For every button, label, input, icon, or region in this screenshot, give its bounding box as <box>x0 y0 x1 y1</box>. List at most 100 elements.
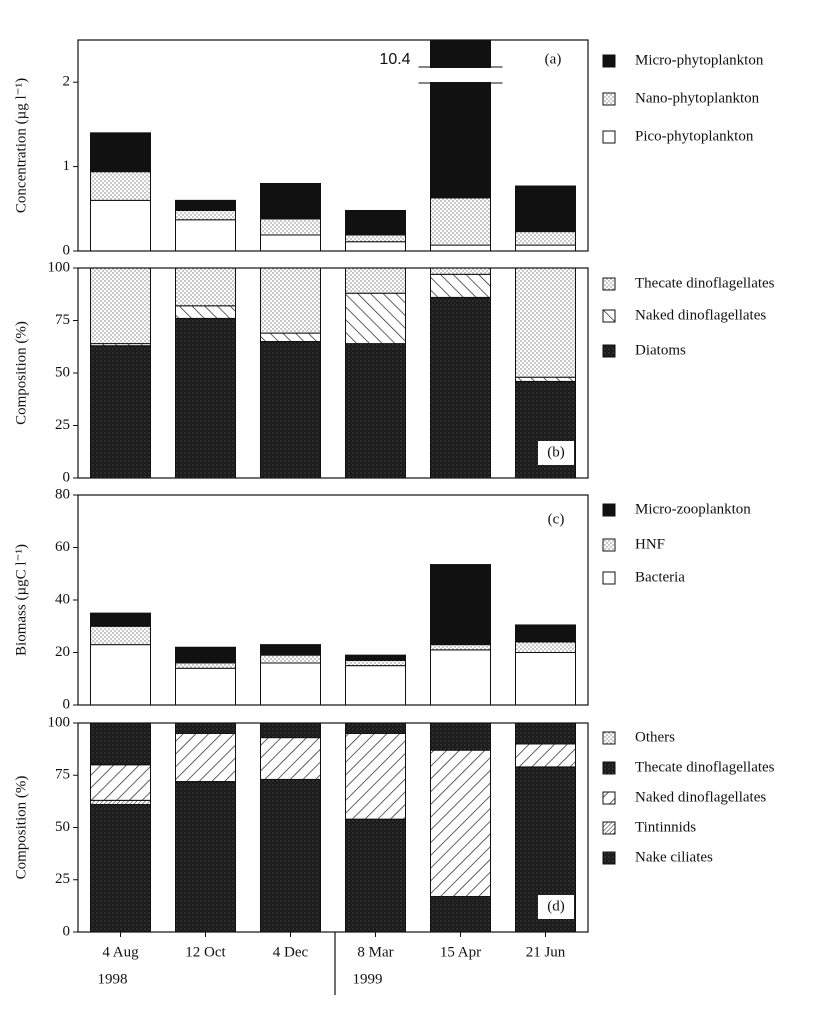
bar-segment <box>90 132 151 173</box>
legend-swatch <box>602 821 616 835</box>
bars <box>90 564 576 705</box>
y-tick-label: 25 <box>55 417 70 433</box>
bar-segment <box>90 268 151 345</box>
bar-segment <box>345 241 406 251</box>
legend-label: Naked dinoflagellates <box>635 789 766 805</box>
bar-segment <box>175 305 236 319</box>
bar-segment <box>515 624 576 643</box>
bar-segment <box>90 171 151 201</box>
bar-segment <box>430 244 491 251</box>
legend-swatch <box>602 538 616 552</box>
plot-frame <box>77 494 589 706</box>
bar-segment <box>345 723 406 734</box>
legend-label: Diatoms <box>635 342 686 358</box>
bar-segment <box>515 376 576 382</box>
x-tick-label: 15 Apr <box>440 944 481 960</box>
legend-label: Bacteria <box>635 569 685 585</box>
legend-label: Tintinnids <box>635 819 696 835</box>
legend-swatch <box>602 503 616 517</box>
legend-swatch <box>602 851 616 865</box>
bar-segment <box>515 641 576 653</box>
x-tick-label: 8 Mar <box>357 944 393 960</box>
legend-label: Others <box>635 729 675 745</box>
x-tick-label: 4 Aug <box>102 944 139 960</box>
y-tick-label: 40 <box>55 591 70 607</box>
year-label: 1999 <box>353 971 383 987</box>
y-axis-label: Composition (%) <box>13 321 29 425</box>
panel-label: (c) <box>548 511 565 527</box>
bar-segment <box>430 644 491 651</box>
bar-segment <box>345 654 406 661</box>
bar-segment <box>430 564 491 646</box>
legend-swatch <box>602 571 616 585</box>
y-tick-label: 1 <box>63 158 71 174</box>
bar-segment <box>430 268 491 275</box>
bar-segment <box>260 268 321 334</box>
y-tick-label: 75 <box>55 312 70 328</box>
annotation: 10.4 <box>379 51 410 68</box>
bar-segment <box>345 292 406 345</box>
bar-segment <box>260 234 321 251</box>
legend-label: Pico-phytoplankton <box>635 128 754 144</box>
x-tick-label: 21 Jun <box>526 944 566 960</box>
bar-segment <box>260 332 321 343</box>
bar-segment <box>430 895 491 932</box>
bar-segment <box>345 268 406 294</box>
panel-label-box <box>538 441 574 465</box>
bar-segment <box>90 644 151 705</box>
legend-label: Thecate dinoflagellates <box>635 759 775 775</box>
bar-segment <box>175 317 236 478</box>
bar-segment <box>90 625 151 646</box>
bar-segment <box>345 209 406 236</box>
y-tick-label: 0 <box>63 923 71 939</box>
bar-segment <box>515 723 576 745</box>
bar-segment <box>175 219 236 251</box>
y-tick-label: 60 <box>55 539 70 555</box>
bar-segment <box>175 732 236 783</box>
y-tick-label: 50 <box>55 819 70 835</box>
bar-segment <box>430 296 491 478</box>
legend-label: Micro-zooplankton <box>635 501 751 517</box>
bar-segment <box>515 231 576 246</box>
bar-segment <box>90 345 151 478</box>
bar-segment <box>175 199 236 211</box>
bar-segment <box>515 244 576 251</box>
bar-segment <box>345 659 406 667</box>
y-axis-label: Concentration (µg l⁻¹) <box>13 78 29 213</box>
y-tick-label: 50 <box>55 364 70 380</box>
y-tick-label: 100 <box>48 714 71 730</box>
y-axis-label: Biomass (µgC l⁻¹) <box>13 544 29 656</box>
y-tick-label: 2 <box>63 74 71 90</box>
bar-segment <box>175 667 236 705</box>
bar-segment <box>175 723 236 734</box>
legend-label: Naked dinoflagellates <box>635 307 766 323</box>
bars <box>90 723 576 932</box>
bar-segment <box>260 182 321 220</box>
y-tick-label: 0 <box>63 696 71 712</box>
legend-swatch <box>602 731 616 745</box>
bar-segment <box>345 343 406 478</box>
bar-segment <box>175 646 236 664</box>
bar-segment <box>430 723 491 751</box>
y-tick-label: 100 <box>48 259 71 275</box>
y-tick-label: 0 <box>63 469 71 485</box>
y-tick-label: 25 <box>55 871 70 887</box>
bar-segment <box>515 185 576 233</box>
plot-frame <box>77 39 589 252</box>
legend-label: Nano-phytoplankton <box>635 90 760 106</box>
bar-segment <box>345 234 406 243</box>
bar-segment <box>90 764 151 801</box>
legend-label: HNF <box>635 536 665 552</box>
bar-segment <box>90 612 151 627</box>
y-tick-label: 80 <box>55 486 70 502</box>
bar-segment <box>175 209 236 221</box>
panel-label: (b) <box>547 444 565 460</box>
bar-segment <box>515 268 576 378</box>
legend-label: Thecate dinoflagellates <box>635 275 775 291</box>
panel-label: (a) <box>545 51 562 67</box>
y-tick-label: 0 <box>63 242 71 258</box>
bar-segment <box>430 273 491 298</box>
bar-segment <box>260 654 321 664</box>
legend-label: Micro-phytoplankton <box>635 52 764 68</box>
y-tick-label: 20 <box>55 644 70 660</box>
